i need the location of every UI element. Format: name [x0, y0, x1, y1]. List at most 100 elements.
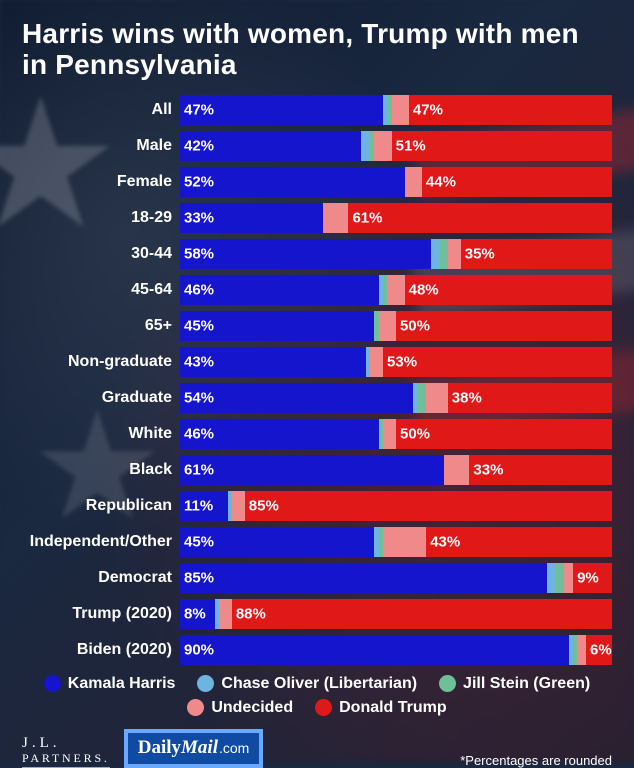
segment-undecided [564, 563, 573, 593]
legend-swatch [315, 699, 332, 716]
segment-oliver [361, 131, 370, 161]
segment-harris: 33% [180, 203, 323, 233]
chart-container: Harris wins with women, Trump with men i… [0, 0, 634, 762]
segment-undecided [370, 347, 383, 377]
bar: 58% 35% [180, 239, 612, 269]
segment-value: 61% [184, 461, 214, 478]
segment-value: 54% [184, 389, 214, 406]
segment-harris: 52% [180, 167, 405, 197]
segment-undecided [232, 491, 245, 521]
segment-harris: 45% [180, 311, 374, 341]
segment-value: 43% [430, 533, 460, 550]
segment-value: 9% [577, 569, 599, 586]
bar: 8% 88% [180, 599, 612, 629]
segment-value: 47% [413, 101, 443, 118]
segment-trump: 43% [426, 527, 612, 557]
segment-value: 88% [236, 605, 266, 622]
segment-stein [556, 563, 565, 593]
bar: 61%33% [180, 455, 612, 485]
chart-row: Non-graduate43%53% [22, 347, 612, 377]
footnote: *Percentages are rounded [460, 753, 612, 768]
chart-row: Republican11%85% [22, 491, 612, 521]
segment-value: 50% [400, 425, 430, 442]
segment-trump: 38% [448, 383, 612, 413]
segment-harris: 11% [180, 491, 228, 521]
segment-harris: 85% [180, 563, 547, 593]
legend-item-harris: Kamala Harris [44, 675, 176, 693]
segment-undecided [374, 131, 391, 161]
legend-label: Kamala Harris [68, 675, 176, 693]
jlp-line2: PARTNERS. [22, 752, 110, 765]
segment-trump: 88% [232, 599, 612, 629]
segment-undecided [219, 599, 232, 629]
chart-row: Graduate54% 38% [22, 383, 612, 413]
segment-harris: 54% [180, 383, 413, 413]
segment-harris: 47% [180, 95, 383, 125]
segment-undecided [577, 635, 586, 665]
dailymail-part2: Mail [181, 737, 218, 759]
legend-item-undecided: Undecided [187, 699, 293, 717]
row-label: White [22, 425, 180, 443]
bar: 90%6% [180, 635, 612, 665]
jlp-line1: J.L. [22, 736, 110, 752]
segment-value: 33% [184, 209, 214, 226]
row-label: Black [22, 461, 180, 479]
stacked-bar-chart: All47%47%Male42%51%Female52%44%18-2933%6… [22, 95, 612, 665]
segment-harris: 8% [180, 599, 215, 629]
segment-trump: 6% [586, 635, 612, 665]
segment-value: 51% [396, 137, 426, 154]
segment-value: 85% [184, 569, 214, 586]
legend-label: Chase Oliver (Libertarian) [221, 675, 417, 693]
legend-item-stein: Jill Stein (Green) [439, 675, 590, 693]
segment-harris: 61% [180, 455, 444, 485]
dailymail-part3: .com [219, 740, 249, 756]
legend-item-trump: Donald Trump [315, 699, 447, 717]
chart-row: All47%47% [22, 95, 612, 125]
segment-value: 11% [184, 497, 213, 514]
legend-label: Undecided [211, 699, 293, 717]
chart-row: Independent/Other45%43% [22, 527, 612, 557]
bar: 46% 50% [180, 419, 612, 449]
segment-harris: 42% [180, 131, 361, 161]
segment-trump: 50% [396, 419, 612, 449]
chart-row: Female52%44% [22, 167, 612, 197]
segment-value: 38% [452, 389, 482, 406]
bar: 45%43% [180, 527, 612, 557]
segment-undecided [426, 383, 448, 413]
row-label: Trump (2020) [22, 605, 180, 623]
segment-undecided [383, 419, 396, 449]
segment-trump: 51% [392, 131, 612, 161]
legend-swatch [187, 699, 204, 716]
segment-value: 8% [184, 605, 206, 622]
segment-trump: 47% [409, 95, 612, 125]
segment-value: 52% [184, 173, 214, 190]
bar: 33%61% [180, 203, 612, 233]
row-label: Biden (2020) [22, 641, 180, 659]
row-label: Female [22, 173, 180, 191]
row-label: Non-graduate [22, 353, 180, 371]
segment-value: 6% [590, 641, 612, 658]
bar: 52%44% [180, 167, 612, 197]
segment-stein [418, 383, 427, 413]
segment-oliver [431, 239, 440, 269]
row-label: Graduate [22, 389, 180, 407]
chart-row: 30-4458%35% [22, 239, 612, 269]
segment-trump: 53% [383, 347, 612, 377]
segment-undecided [379, 311, 396, 341]
bar: 43%53% [180, 347, 612, 377]
segment-undecided [392, 95, 409, 125]
row-label: Male [22, 137, 180, 155]
bar: 85% 9% [180, 563, 612, 593]
legend-swatch [44, 675, 61, 692]
segment-undecided [405, 167, 422, 197]
segment-trump: 35% [461, 239, 612, 269]
dailymail-part1: Daily [138, 737, 181, 759]
chart-row: Biden (2020)90%6% [22, 635, 612, 665]
segment-oliver [547, 563, 556, 593]
legend-swatch [197, 675, 214, 692]
segment-value: 58% [184, 245, 214, 262]
segment-harris: 46% [180, 275, 379, 305]
segment-undecided [323, 203, 349, 233]
segment-stein [439, 239, 448, 269]
segment-value: 46% [184, 425, 214, 442]
